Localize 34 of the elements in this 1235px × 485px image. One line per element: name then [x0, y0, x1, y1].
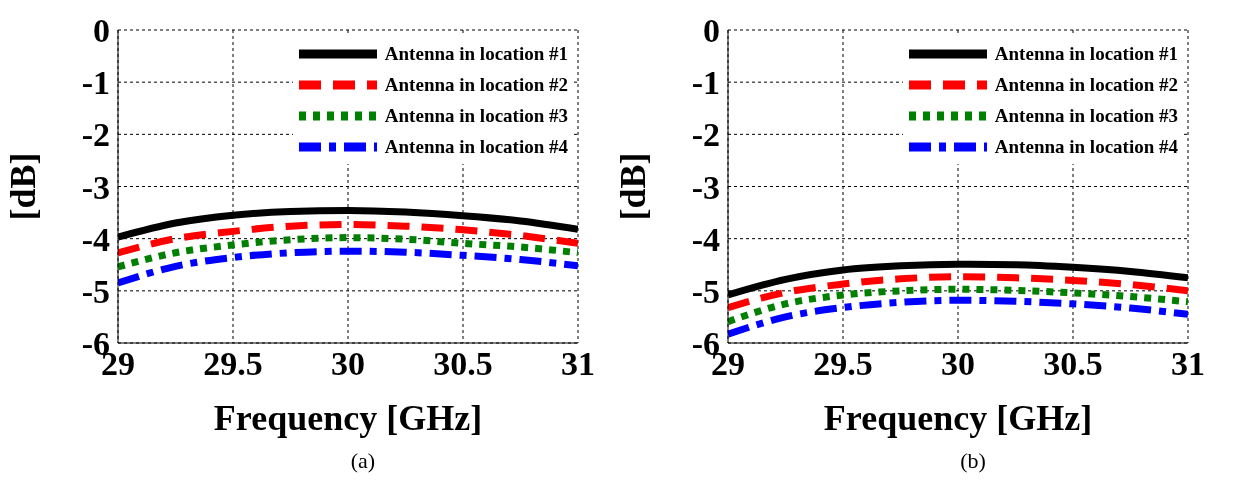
legend-label: Antenna in location #3 [994, 104, 1178, 127]
y-tick-label: -3 [81, 168, 110, 206]
y-tick-label: -3 [691, 168, 720, 206]
y-tick-label: -1 [81, 64, 110, 102]
y-axis-title: [dB] [612, 152, 653, 221]
legend-label: Antenna in location #4 [384, 135, 568, 158]
legend-label: Antenna in location #2 [994, 73, 1178, 96]
y-tick-label: 0 [703, 12, 720, 50]
x-axis-title: Frequency [GHz] [823, 398, 1093, 438]
legend-label: Antenna in location #1 [994, 42, 1178, 65]
legend-label: Antenna in location #4 [994, 135, 1178, 158]
y-tick-label: -5 [691, 272, 720, 310]
y-tick-label: -4 [81, 220, 110, 258]
y-tick-label: -5 [81, 272, 110, 310]
y-tick-label: -2 [691, 116, 720, 154]
legend-label: Antenna in location #1 [384, 42, 568, 65]
y-tick-label: -4 [691, 220, 720, 258]
x-tick-label: 30 [331, 345, 365, 383]
x-tick-label: 31 [1171, 345, 1205, 383]
x-tick-label: 30.5 [433, 345, 493, 383]
x-axis-title: Frequency [GHz] [213, 398, 483, 438]
y-tick-label: 0 [93, 12, 110, 50]
x-tick-label: 30 [941, 345, 975, 383]
legend-label: Antenna in location #3 [384, 104, 568, 127]
text: (a) [349, 448, 377, 474]
y-axis-title: [dB] [2, 152, 43, 221]
y-tick-label: -2 [81, 116, 110, 154]
x-tick-label: 31 [561, 345, 595, 383]
x-tick-label: 30.5 [1043, 345, 1103, 383]
x-tick-label: 29.5 [813, 345, 873, 383]
y-tick-label: -1 [691, 64, 720, 102]
legend-label: Antenna in location #2 [384, 73, 568, 96]
x-tick-label: 29.5 [203, 345, 263, 383]
text: (b) [959, 448, 987, 474]
